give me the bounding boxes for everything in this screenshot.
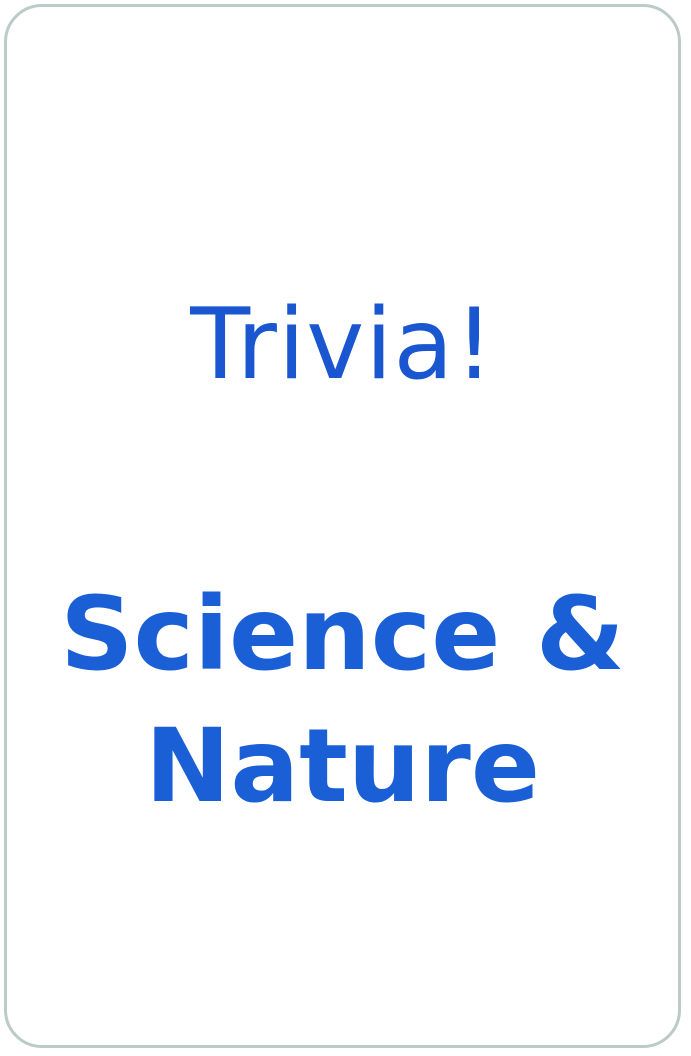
card-category: Science & Nature <box>7 569 678 833</box>
category-line-2: Nature <box>7 701 678 833</box>
category-line-1: Science & <box>7 569 678 701</box>
trivia-card: Trivia! Science & Nature <box>4 4 681 1048</box>
card-title: Trivia! <box>7 275 678 415</box>
